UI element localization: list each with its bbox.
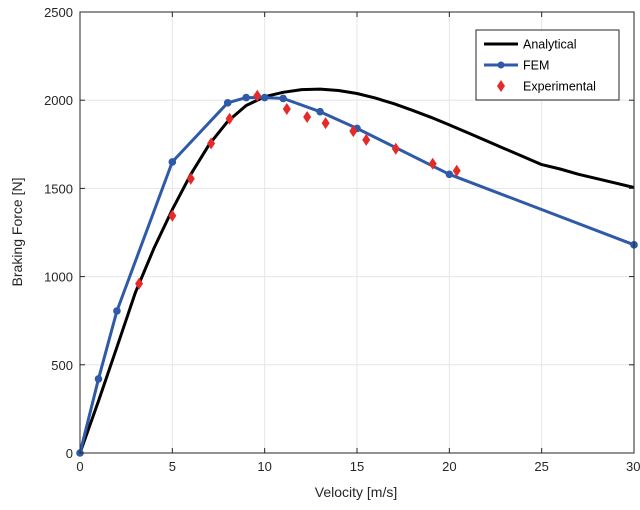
fem-point — [94, 375, 103, 383]
fem-point — [445, 170, 454, 179]
experimental-point — [225, 112, 234, 125]
x-tick-label: 20 — [442, 459, 456, 474]
y-tick-label: 500 — [51, 358, 73, 373]
y-tick-label: 2500 — [44, 5, 73, 20]
x-axis-label: Velocity [m/s] — [315, 484, 397, 500]
x-tick-label: 0 — [76, 459, 83, 474]
series-layer — [76, 87, 638, 457]
y-tick-label: 1000 — [44, 270, 73, 285]
x-tick-label: 25 — [534, 459, 548, 474]
fem-point — [260, 93, 269, 102]
legend: Analytical FEM Experimental — [475, 29, 620, 101]
fem-point — [113, 307, 121, 315]
experimental-point — [349, 125, 358, 138]
experimental-point — [452, 164, 461, 177]
experimental-point — [321, 117, 330, 130]
experimental-point — [282, 103, 291, 116]
y-tick-label: 2000 — [44, 93, 73, 108]
series-analytical — [78, 87, 635, 454]
experimental-point — [391, 142, 400, 155]
legend-fem-marker-icon — [497, 61, 505, 69]
legend-experimental-label: Experimental — [523, 80, 596, 94]
axes — [79, 11, 635, 454]
legend-fem-label: FEM — [523, 59, 549, 73]
x-tick-label: 30 — [626, 459, 640, 474]
experimental-point — [135, 277, 144, 290]
x-tick-label: 5 — [169, 459, 176, 474]
experimental-point — [362, 133, 371, 146]
experimental-point — [428, 157, 437, 170]
fem-point — [242, 93, 250, 102]
fem-point — [316, 107, 324, 116]
fem-point — [279, 94, 287, 103]
y-tick-label: 0 — [66, 446, 73, 461]
series-experimental — [135, 89, 461, 290]
experimental-point — [303, 110, 312, 123]
experimental-point — [207, 137, 216, 150]
experimental-point — [168, 209, 177, 222]
legend-experimental-diamond-icon — [497, 80, 505, 92]
legend-analytical-label: Analytical — [523, 38, 577, 52]
x-tick-label: 10 — [257, 459, 271, 474]
x-tick-label: 15 — [350, 459, 364, 474]
fem-point — [168, 158, 177, 166]
fem-point — [223, 99, 232, 107]
tick-labels: 0 5 10 15 20 25 30 0 500 1000 1500 2000 2500 — [44, 5, 640, 474]
experimental-point — [253, 89, 262, 102]
experimental-point — [186, 172, 195, 185]
analytical-line — [78, 87, 635, 454]
y-tick-label: 1500 — [44, 181, 73, 196]
y-axis-label: Braking Force [N] — [9, 178, 25, 287]
